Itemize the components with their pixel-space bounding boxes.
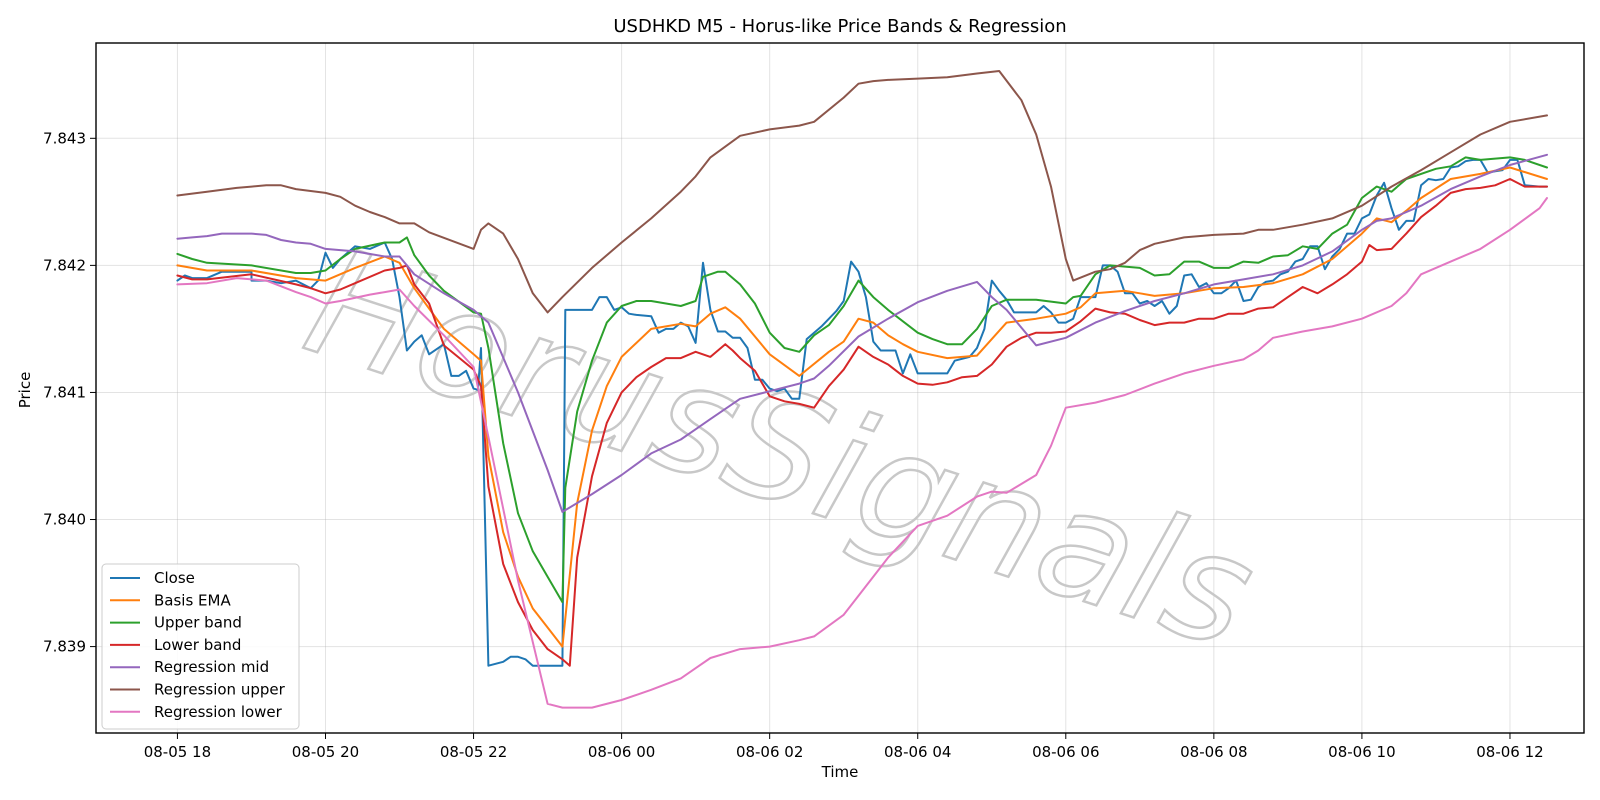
- legend: Close Basis EMA Upper band Lower band Regres…: [101, 563, 300, 730]
- plot-frame: [95, 42, 1585, 734]
- x-tick-label: 08-06 04: [884, 743, 951, 761]
- series-line-basis-ema: [176, 166, 1548, 648]
- legend-label-close: Close: [154, 569, 195, 587]
- grid-lines: [96, 43, 1584, 733]
- series-line-regression-lower: [176, 197, 1548, 709]
- x-tick-label: 08-06 00: [588, 743, 655, 761]
- y-tick-label: 7.839: [43, 638, 86, 656]
- x-tick-label: 08-06 08: [1180, 743, 1247, 761]
- x-tick-label: 08-05 22: [440, 743, 507, 761]
- legend-label-upper-band: Upper band: [154, 614, 242, 632]
- legend-label-basis-ema: Basis EMA: [154, 591, 231, 609]
- x-axis-label: Time: [821, 763, 859, 781]
- series-line-upper-band: [176, 156, 1548, 604]
- series-line-regression-upper: [176, 70, 1548, 314]
- y-tick-label: 7.843: [43, 129, 86, 147]
- series-line-close: [176, 158, 1548, 667]
- chart-title: USDHKD M5 - Horus-like Price Bands & Reg…: [613, 16, 1066, 37]
- x-tick-label: 08-05 18: [144, 743, 211, 761]
- axis-ticks: 08-05 18 08-05 20 08-05 22 08-06 00 08-06 02…: [43, 129, 1544, 761]
- y-tick-label: 7.842: [43, 256, 86, 274]
- series-line-regression-mid: [176, 153, 1548, 513]
- x-tick-label: 08-06 12: [1476, 743, 1543, 761]
- legend-label-regression-upper: Regression upper: [154, 681, 286, 699]
- y-tick-label: 7.840: [43, 511, 86, 529]
- series-lines: [176, 70, 1548, 709]
- legend-label-regression-lower: Regression lower: [154, 703, 283, 721]
- x-tick-label: 08-06 10: [1328, 743, 1395, 761]
- y-tick-label: 7.841: [43, 383, 86, 401]
- y-axis-label: Price: [16, 372, 34, 409]
- legend-box: [101, 563, 300, 730]
- legend-label-regression-mid: Regression mid: [154, 658, 269, 676]
- x-tick-label: 08-05 20: [292, 743, 359, 761]
- x-tick-label: 08-06 06: [1032, 743, 1099, 761]
- legend-label-lower-band: Lower band: [154, 636, 241, 654]
- x-tick-label: 08-06 02: [736, 743, 803, 761]
